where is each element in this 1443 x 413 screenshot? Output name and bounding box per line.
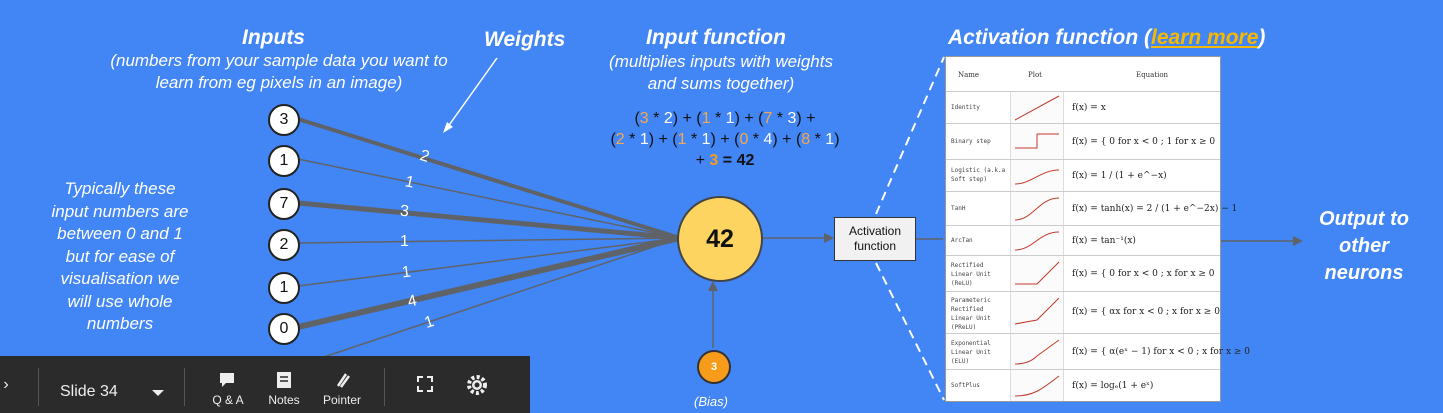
input-node: 7 — [268, 188, 300, 220]
table-row: Rectified Linear Unit (ReLU) f(x) = { 0 … — [946, 255, 1220, 292]
weight-label: 3 — [399, 202, 410, 221]
fullscreen-icon[interactable] — [414, 374, 436, 397]
toolbar-divider — [384, 368, 385, 406]
row-equation: f(x) = { αx for x < 0 ; x for x ≥ 0 — [1072, 307, 1220, 317]
row-name: SoftPlus — [951, 382, 980, 389]
learn-more-link[interactable]: learn more — [1151, 26, 1259, 49]
table-row: TanH f(x) = tanh(x) = 2 / (1 + e^−2x) − … — [946, 191, 1237, 226]
equation-line-2: (2 * 1) + (1 * 1) + (0 * 4) + (8 * 1) — [610, 131, 840, 148]
plot-tanh — [1010, 192, 1064, 226]
input-range-note: Typically these input numbers are betwee… — [51, 179, 189, 333]
plot-relu — [1010, 256, 1064, 292]
output-label: Output to other neurons — [1319, 208, 1409, 284]
table-row: ArcTan f(x) = tan⁻¹(x) — [946, 225, 1220, 256]
plot-logistic — [1010, 160, 1064, 192]
row-name: Parameteric Rectified Linear Unit (PReLU… — [951, 297, 991, 331]
row-equation: f(x) = { 0 for x < 0 ; 1 for x ≥ 0 — [1072, 137, 1216, 147]
weights-heading: Weights — [484, 28, 566, 51]
laser-pointer-icon — [336, 373, 351, 388]
table-row: Identity f(x) = x — [946, 91, 1220, 124]
plot-arctan — [1010, 226, 1064, 256]
table-header: Plot — [1028, 71, 1042, 79]
row-name: TanH — [951, 205, 966, 212]
inputs-subheading: (numbers from your sample data you want … — [110, 51, 448, 92]
table-row: Binary step f(x) = { 0 for x < 0 ; 1 for… — [946, 123, 1220, 160]
plot-elu — [1010, 334, 1064, 370]
equation: (3 * 2) + (1 * 1) + (7 * 3) + (2 * 1) + … — [580, 108, 870, 171]
row-name: Binary step — [951, 138, 991, 145]
bias-node: 3 — [697, 350, 731, 384]
weight-label: 1 — [400, 263, 412, 282]
row-equation: f(x) = tan⁻¹(x) — [1072, 236, 1136, 246]
inputs-heading: Inputs — [242, 26, 305, 49]
input-node: 1 — [268, 145, 300, 177]
neuron-sum: 42 — [677, 196, 763, 282]
bias-label: (Bias) — [694, 394, 728, 409]
row-equation: f(x) = { α(eˣ − 1) for x < 0 ; x for x ≥… — [1072, 347, 1251, 357]
notes-icon — [277, 372, 291, 388]
plot-binary-step — [1010, 124, 1064, 160]
qa-label: Q & A — [212, 393, 244, 407]
qa-icon — [220, 373, 234, 387]
equation-line-3: + 3 = 42 — [695, 152, 755, 169]
table-row: SoftPlus f(x) = logₑ(1 + eˣ) — [946, 369, 1220, 402]
row-name: Exponential Linear Unit (ELU) — [951, 340, 991, 365]
input-function-subheading: (multiplies inputs with weights and sums… — [609, 52, 833, 93]
activation-heading: Activation function (learn more) — [948, 26, 1265, 50]
table-row: Parameteric Rectified Linear Unit (PReLU… — [946, 291, 1220, 334]
toolbar-divider — [184, 368, 185, 406]
pointer-button[interactable]: Pointer — [318, 370, 366, 407]
activation-heading-text: Activation function ( — [948, 26, 1151, 49]
row-equation: f(x) = 1 / (1 + e^−x) — [1072, 171, 1167, 181]
activation-function-box: Activation function — [834, 217, 916, 261]
table-row: Exponential Linear Unit (ELU) f(x) = { α… — [946, 333, 1250, 370]
input-node: 1 — [268, 272, 300, 304]
table-row: Logistic (a.k.a Soft step) f(x) = 1 / (1… — [946, 159, 1220, 192]
table-header: Name — [958, 71, 980, 79]
qa-button[interactable]: Q & A — [210, 370, 246, 407]
row-name: Logistic (a.k.a Soft step) — [951, 167, 1006, 183]
equation-line-1: (3 * 2) + (1 * 1) + (7 * 3) + — [634, 110, 816, 127]
activation-functions-table: Name Plot Equation Identity f(x) = x Bin… — [945, 56, 1250, 402]
row-equation: f(x) = { 0 for x < 0 ; x for x ≥ 0 — [1072, 269, 1215, 279]
weight-label: 1 — [400, 233, 409, 250]
input-node: 2 — [268, 229, 300, 261]
pointer-label: Pointer — [322, 393, 362, 407]
chevron-down-icon[interactable] — [152, 390, 164, 396]
input-function-heading: Input function — [646, 26, 786, 49]
plot-softplus — [1010, 370, 1064, 401]
row-equation: f(x) = logₑ(1 + eˣ) — [1072, 381, 1154, 391]
row-equation: f(x) = x — [1072, 103, 1106, 113]
table-header: Equation — [1136, 71, 1169, 79]
slide-selector[interactable]: Slide 34 — [60, 383, 118, 400]
row-name: Identity — [951, 104, 980, 111]
input-node: 3 — [268, 104, 300, 136]
gear-icon[interactable] — [464, 372, 490, 401]
activation-heading-close: ) — [1258, 26, 1266, 49]
chevron-right-icon[interactable]: › — [3, 376, 9, 393]
row-name: ArcTan — [951, 237, 973, 244]
notes-button[interactable]: Notes — [264, 370, 304, 407]
row-name: Rectified Linear Unit (ReLU) — [951, 262, 991, 287]
toolbar-divider — [38, 368, 39, 406]
plot-prelu — [1010, 292, 1064, 334]
row-equation: f(x) = tanh(x) = 2 / (1 + e^−2x) − 1 — [1072, 204, 1238, 214]
input-node: 0 — [268, 313, 300, 345]
notes-label: Notes — [268, 393, 300, 407]
plot-identity — [1010, 92, 1064, 124]
presenter-toolbar: › Slide 34 Q & A Notes Pointer — [0, 356, 530, 413]
